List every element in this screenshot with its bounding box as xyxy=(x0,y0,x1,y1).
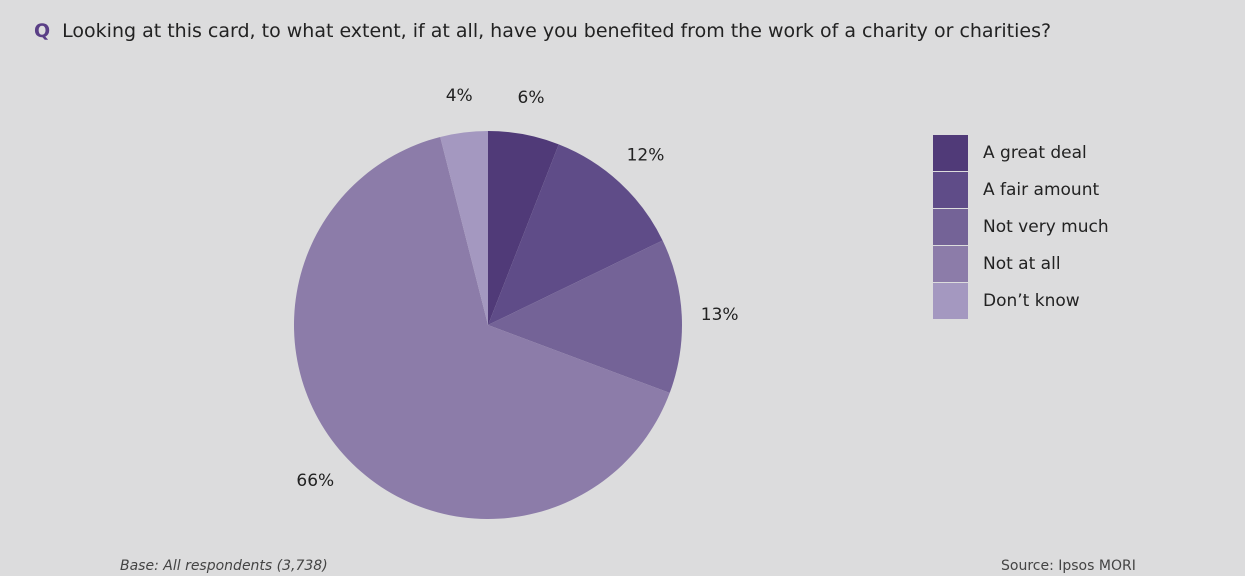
legend-item-dont-know: Don’t know xyxy=(933,283,1109,319)
pie-slice-a-fair-amount xyxy=(488,144,663,325)
chart-legend: A great deal A fair amount Not very much… xyxy=(933,135,1109,320)
legend-swatch xyxy=(933,246,968,282)
legend-item-not-at-all: Not at all xyxy=(933,246,1109,282)
legend-item-not-very-much: Not very much xyxy=(933,209,1109,245)
pie-slice-a-great-deal xyxy=(488,131,559,325)
legend-swatch xyxy=(933,135,968,171)
slice-value-label: 66% xyxy=(296,471,334,491)
pie-slice-not-very-much xyxy=(488,240,682,393)
legend-item-a-fair-amount: A fair amount xyxy=(933,172,1109,208)
legend-label: Don’t know xyxy=(983,291,1080,311)
legend-label: A great deal xyxy=(983,143,1087,163)
legend-swatch xyxy=(933,283,968,319)
pie-slice-not-at-all xyxy=(293,136,670,520)
source-note: Source: Ipsos MORI xyxy=(1001,558,1136,574)
pie-slice-don-t-know xyxy=(440,131,488,325)
question-body: Looking at this card, to what extent, if… xyxy=(62,20,1052,42)
slice-value-label: 12% xyxy=(627,146,665,166)
legend-label: Not very much xyxy=(983,217,1109,237)
base-note: Base: All respondents (3,738) xyxy=(120,558,328,574)
legend-label: A fair amount xyxy=(983,180,1100,200)
slice-value-label: 13% xyxy=(701,305,739,325)
legend-item-a-great-deal: A great deal xyxy=(933,135,1109,171)
legend-swatch xyxy=(933,209,968,245)
slice-value-label: 4% xyxy=(446,86,473,106)
legend-label: Not at all xyxy=(983,254,1061,274)
legend-swatch xyxy=(933,172,968,208)
question-marker: Q xyxy=(34,20,51,42)
question-text: Q Looking at this card, to what extent, i… xyxy=(34,20,1051,42)
slice-value-label: 6% xyxy=(518,88,545,108)
